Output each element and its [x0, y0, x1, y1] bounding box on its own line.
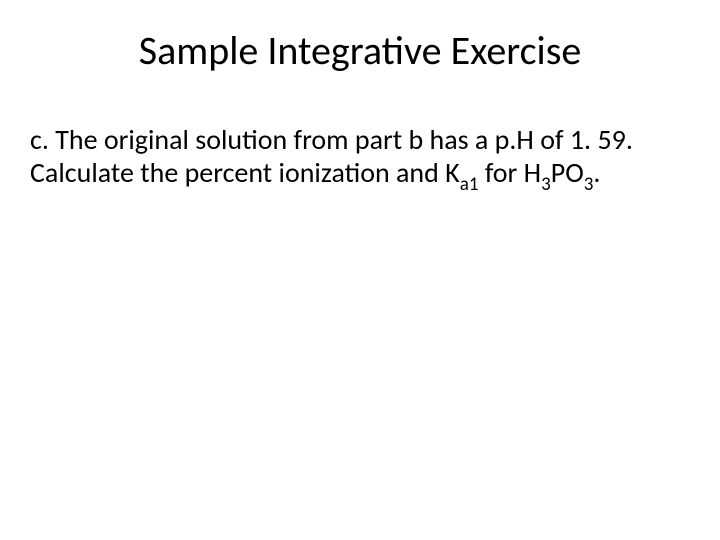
body-seg-4: .	[593, 155, 600, 190]
subscript-a1: a1	[460, 173, 479, 196]
subscript-po3: 3	[584, 173, 594, 196]
body-seg-3: PO	[551, 155, 584, 190]
slide-body: c. The original solution from part b has…	[30, 123, 690, 195]
slide-title: Sample Integrative Exercise	[30, 26, 690, 75]
slide-container: Sample Integrative Exercise c. The origi…	[0, 0, 720, 540]
subscript-h3: 3	[541, 173, 551, 196]
body-seg-2: for H	[478, 155, 541, 190]
